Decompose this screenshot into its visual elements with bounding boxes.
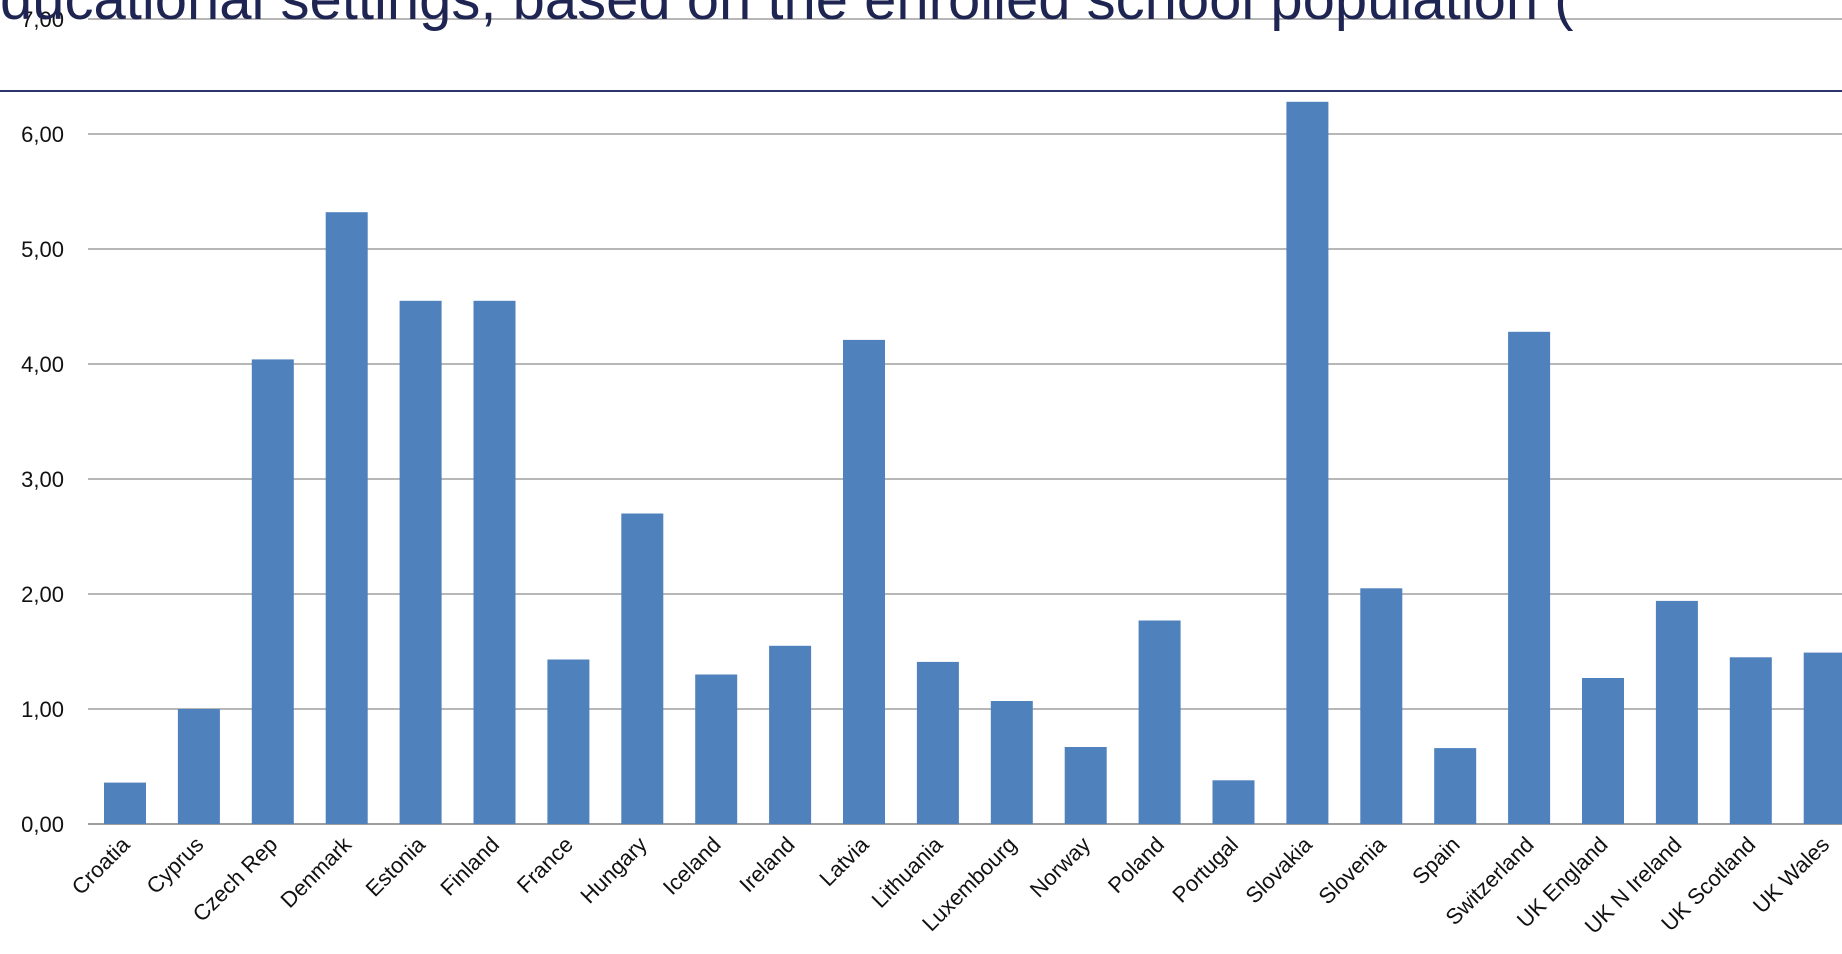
x-tick-label: Slovakia: [1240, 831, 1317, 908]
x-tick-label: Latvia: [814, 831, 874, 891]
bar-cyprus: [177, 709, 220, 824]
y-tick-label: 6,00: [21, 122, 64, 147]
x-tick-label: Cyprus: [141, 832, 208, 899]
bar-slovenia: [1360, 588, 1403, 825]
x-tick-label: Ireland: [734, 832, 799, 897]
bar-iceland: [695, 674, 738, 824]
bar-ireland: [769, 645, 812, 825]
x-tick-label: Estonia: [361, 831, 431, 901]
bar-estonia: [399, 300, 442, 825]
bar-lithuania: [916, 661, 959, 824]
x-tick-label: UK Wales: [1748, 832, 1834, 918]
y-tick-label: 7,00: [21, 7, 64, 32]
bar-latvia: [843, 339, 885, 824]
x-tick-label: France: [512, 832, 578, 898]
bar-czech-rep: [251, 359, 294, 824]
bar-slovakia: [1286, 101, 1329, 825]
bar-denmark: [325, 212, 368, 824]
x-tick-label: Finland: [435, 832, 504, 901]
bar-poland: [1138, 620, 1181, 824]
x-tick-label: Norway: [1025, 832, 1095, 902]
x-tick-label: Hungary: [575, 832, 651, 908]
y-tick-label: 1,00: [21, 697, 64, 722]
x-tick-label: Iceland: [658, 832, 726, 900]
bar-uk-n-ireland: [1655, 600, 1698, 824]
y-tick-label: 4,00: [21, 352, 64, 377]
bar-croatia: [104, 782, 146, 824]
bar-portugal: [1212, 780, 1255, 824]
x-tick-label: Poland: [1103, 832, 1169, 898]
bar-spain: [1434, 748, 1477, 824]
x-tick-label: Spain: [1407, 832, 1464, 889]
bar-norway: [1064, 747, 1107, 824]
bar-france: [547, 659, 590, 824]
bar-finland: [473, 300, 516, 825]
bar-uk-wales: [1803, 652, 1842, 824]
chart-title: ducational settings, based on the enroll…: [0, 0, 1574, 30]
x-tick-label: Croatia: [67, 831, 135, 899]
bar-uk-scotland: [1729, 657, 1772, 825]
y-tick-label: 0,00: [21, 812, 64, 837]
title-rule: [0, 90, 1842, 92]
x-tick-label: Denmark: [275, 831, 356, 912]
y-tick-label: 2,00: [21, 582, 64, 607]
x-tick-label: Portugal: [1167, 832, 1243, 908]
bar-luxembourg: [990, 701, 1033, 824]
bar-switzerland: [1508, 331, 1551, 824]
x-tick-label: Slovenia: [1313, 831, 1391, 909]
bar-uk-england: [1582, 678, 1624, 824]
bar-hungary: [621, 513, 664, 824]
y-tick-label: 3,00: [21, 467, 64, 492]
y-tick-label: 5,00: [21, 237, 64, 262]
